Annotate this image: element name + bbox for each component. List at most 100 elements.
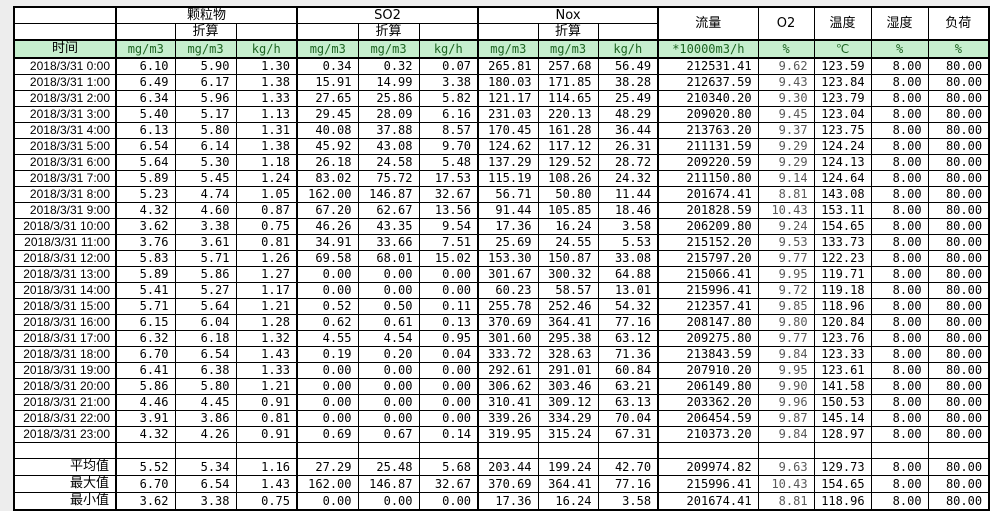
value-cell[interactable]: 211131.59 xyxy=(657,138,759,155)
value-cell[interactable]: 75.72 xyxy=(357,170,420,187)
summary-label[interactable]: 最大值 xyxy=(13,475,117,493)
value-cell[interactable]: 1.33 xyxy=(235,362,298,379)
value-cell[interactable]: 0.00 xyxy=(357,282,420,299)
value-cell[interactable]: 5.89 xyxy=(115,266,176,283)
value-cell[interactable]: 0.20 xyxy=(357,346,420,363)
empty-cell[interactable] xyxy=(235,442,298,459)
value-cell[interactable]: 5.30 xyxy=(174,154,237,171)
value-cell[interactable]: 0.14 xyxy=(418,426,479,443)
value-cell[interactable]: 9.30 xyxy=(757,90,815,107)
value-cell[interactable]: 26.18 xyxy=(296,154,359,171)
value-cell[interactable]: 0.00 xyxy=(357,362,420,379)
empty-cell[interactable] xyxy=(757,442,815,459)
value-cell[interactable]: 80.00 xyxy=(927,154,990,171)
value-cell[interactable]: 5.27 xyxy=(174,282,237,299)
value-cell[interactable]: 18.46 xyxy=(597,202,659,219)
value-cell[interactable]: 27.29 xyxy=(296,458,359,476)
value-cell[interactable]: 42.70 xyxy=(597,458,659,476)
value-cell[interactable]: 206149.80 xyxy=(657,378,759,395)
value-cell[interactable]: 212637.59 xyxy=(657,74,759,91)
value-cell[interactable]: 123.61 xyxy=(813,362,872,379)
value-cell[interactable]: 153.11 xyxy=(813,202,872,219)
time-cell[interactable]: 2018/3/31 9:00 xyxy=(13,202,117,219)
value-cell[interactable]: 8.00 xyxy=(870,202,929,219)
empty-cell[interactable] xyxy=(477,442,539,459)
value-cell[interactable]: 1.32 xyxy=(235,330,298,347)
value-cell[interactable]: 5.53 xyxy=(597,234,659,251)
value-cell[interactable]: 80.00 xyxy=(927,410,990,427)
empty-cell[interactable] xyxy=(174,442,237,459)
unit-cell-temperature[interactable]: ℃ xyxy=(813,39,872,59)
value-cell[interactable]: 0.00 xyxy=(296,378,359,395)
value-cell[interactable]: 0.00 xyxy=(418,362,479,379)
value-cell[interactable]: 0.61 xyxy=(357,314,420,331)
value-cell[interactable]: 5.41 xyxy=(115,282,176,299)
value-cell[interactable]: 1.38 xyxy=(235,138,298,155)
empty-cell[interactable] xyxy=(870,442,929,459)
value-cell[interactable]: 3.62 xyxy=(115,492,176,511)
value-cell[interactable]: 38.28 xyxy=(597,74,659,91)
value-cell[interactable]: 162.00 xyxy=(296,186,359,203)
value-cell[interactable]: 69.58 xyxy=(296,250,359,267)
value-cell[interactable]: 0.13 xyxy=(418,314,479,331)
value-cell[interactable]: 8.00 xyxy=(870,138,929,155)
value-cell[interactable]: 80.00 xyxy=(927,346,990,363)
time-cell[interactable]: 2018/3/31 15:00 xyxy=(13,298,117,315)
value-cell[interactable]: 16.24 xyxy=(537,492,599,511)
value-cell[interactable]: 215152.20 xyxy=(657,234,759,251)
value-cell[interactable]: 3.76 xyxy=(115,234,176,251)
value-cell[interactable]: 6.13 xyxy=(115,122,176,139)
value-cell[interactable]: 8.00 xyxy=(870,362,929,379)
time-cell[interactable]: 2018/3/31 10:00 xyxy=(13,218,117,235)
value-cell[interactable]: 33.66 xyxy=(357,234,420,251)
value-cell[interactable]: 137.29 xyxy=(477,154,539,171)
value-cell[interactable]: 24.58 xyxy=(357,154,420,171)
corner-cell[interactable] xyxy=(13,23,117,41)
value-cell[interactable]: 32.67 xyxy=(418,475,479,493)
value-cell[interactable]: 80.00 xyxy=(927,394,990,411)
value-cell[interactable]: 0.19 xyxy=(296,346,359,363)
value-cell[interactable]: 8.00 xyxy=(870,106,929,123)
value-cell[interactable]: 145.14 xyxy=(813,410,872,427)
value-cell[interactable]: 150.53 xyxy=(813,394,872,411)
value-cell[interactable]: 80.00 xyxy=(927,492,990,511)
value-cell[interactable]: 5.83 xyxy=(115,250,176,267)
value-cell[interactable]: 80.00 xyxy=(927,298,990,315)
value-cell[interactable]: 292.61 xyxy=(477,362,539,379)
value-cell[interactable]: 209275.80 xyxy=(657,330,759,347)
time-cell[interactable]: 2018/3/31 17:00 xyxy=(13,330,117,347)
value-cell[interactable]: 1.21 xyxy=(235,298,298,315)
value-cell[interactable]: 63.13 xyxy=(597,394,659,411)
value-cell[interactable]: 0.52 xyxy=(296,298,359,315)
value-cell[interactable]: 8.00 xyxy=(870,410,929,427)
value-cell[interactable]: 364.41 xyxy=(537,314,599,331)
value-cell[interactable]: 5.45 xyxy=(174,170,237,187)
value-cell[interactable]: 80.00 xyxy=(927,57,990,75)
value-cell[interactable]: 58.57 xyxy=(537,282,599,299)
value-cell[interactable]: 0.50 xyxy=(357,298,420,315)
value-cell[interactable]: 115.19 xyxy=(477,170,539,187)
value-cell[interactable]: 4.54 xyxy=(357,330,420,347)
empty-cell[interactable] xyxy=(597,442,659,459)
value-cell[interactable]: 203362.20 xyxy=(657,394,759,411)
value-cell[interactable]: 0.00 xyxy=(357,378,420,395)
value-cell[interactable]: 4.60 xyxy=(174,202,237,219)
unit-cell[interactable]: mg/m3 xyxy=(296,39,359,59)
value-cell[interactable]: 13.56 xyxy=(418,202,479,219)
unit-cell[interactable]: mg/m3 xyxy=(115,39,176,59)
value-cell[interactable]: 48.29 xyxy=(597,106,659,123)
value-cell[interactable]: 143.08 xyxy=(813,186,872,203)
value-cell[interactable]: 71.36 xyxy=(597,346,659,363)
value-cell[interactable]: 8.00 xyxy=(870,154,929,171)
value-cell[interactable]: 121.17 xyxy=(477,90,539,107)
value-cell[interactable]: 153.30 xyxy=(477,250,539,267)
value-cell[interactable]: 257.68 xyxy=(537,57,599,75)
value-cell[interactable]: 91.44 xyxy=(477,202,539,219)
value-cell[interactable]: 1.13 xyxy=(235,106,298,123)
value-cell[interactable]: 203.44 xyxy=(477,458,539,476)
value-cell[interactable]: 0.00 xyxy=(296,410,359,427)
value-cell[interactable]: 68.01 xyxy=(357,250,420,267)
value-cell[interactable]: 3.38 xyxy=(174,492,237,511)
value-cell[interactable]: 5.80 xyxy=(174,378,237,395)
value-cell[interactable]: 8.00 xyxy=(870,394,929,411)
